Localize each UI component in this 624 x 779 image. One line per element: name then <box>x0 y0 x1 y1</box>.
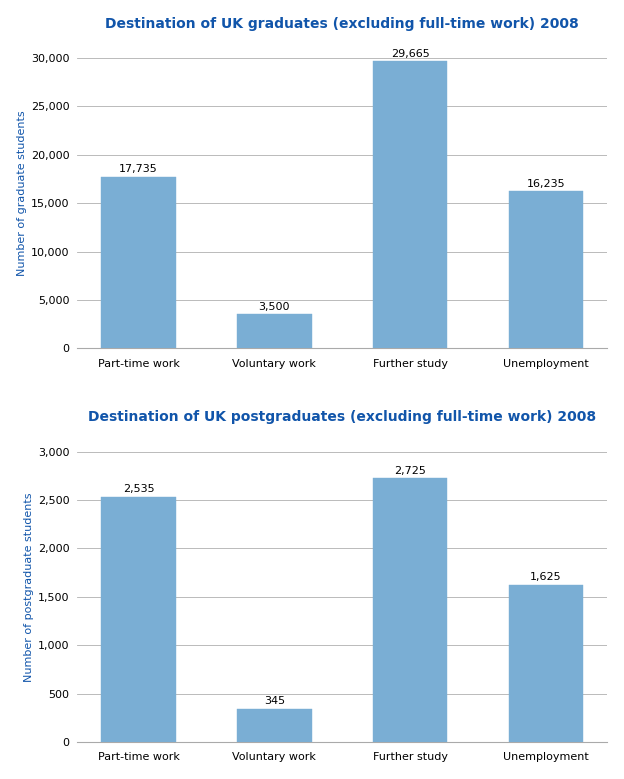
Text: 2,725: 2,725 <box>394 466 426 476</box>
Text: 17,735: 17,735 <box>119 164 158 174</box>
Bar <box>509 585 583 742</box>
Bar <box>237 315 311 348</box>
Title: Destination of UK postgraduates (excluding full-time work) 2008: Destination of UK postgraduates (excludi… <box>88 411 597 425</box>
Text: 3,500: 3,500 <box>258 302 290 312</box>
Y-axis label: Number of graduate students: Number of graduate students <box>17 111 27 277</box>
Text: 29,665: 29,665 <box>391 49 429 59</box>
Text: 1,625: 1,625 <box>530 573 562 583</box>
Bar <box>373 478 447 742</box>
Bar <box>373 62 447 348</box>
Bar <box>237 709 311 742</box>
Text: 2,535: 2,535 <box>123 485 154 495</box>
Text: 345: 345 <box>264 696 285 706</box>
Bar <box>101 497 176 742</box>
Title: Destination of UK graduates (excluding full-time work) 2008: Destination of UK graduates (excluding f… <box>105 16 579 30</box>
Y-axis label: Number of postgraduate students: Number of postgraduate students <box>24 492 34 682</box>
Text: 16,235: 16,235 <box>527 179 565 189</box>
Bar <box>101 177 176 348</box>
Bar <box>509 191 583 348</box>
